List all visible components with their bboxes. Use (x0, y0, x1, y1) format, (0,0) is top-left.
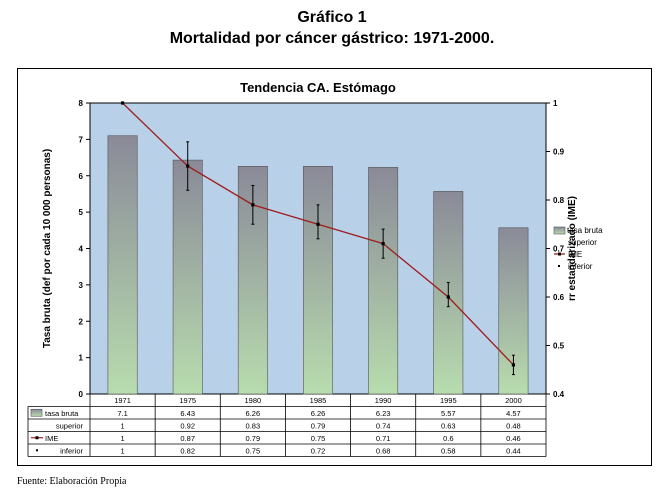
table-cell-tasa bruta-1985: 6.26 (311, 409, 326, 418)
ime-point-1990 (381, 242, 385, 246)
table-cell-IME-2000: 0.46 (506, 434, 521, 443)
y2-tick-label: 0.6 (553, 293, 565, 302)
table-cell-IME-1971: 1 (120, 434, 124, 443)
bar-1975 (172, 159, 203, 395)
table-cell-inferior-1975: 0.82 (180, 446, 195, 455)
ime-point-1985 (316, 222, 320, 226)
y-tick-label: 4 (79, 245, 84, 254)
legend-label-tasa bruta: tasa bruta (567, 226, 603, 235)
legend-label-superior: superior (568, 238, 597, 247)
x-tick-label-1995: 1995 (440, 396, 457, 405)
table-cell-superior-1975: 0.92 (180, 421, 195, 430)
y-tick-label: 6 (79, 172, 84, 181)
y2-tick-label: 0.8 (553, 196, 565, 205)
chart-svg: Tendencia CA. Estómago 0 1 2 3 4 5 6 7 8 0.4 0.5 0.6… (27, 80, 603, 457)
table-key-point (35, 436, 39, 440)
table-cell-superior-1971: 1 (120, 421, 124, 430)
figure-title: Mortalidad por cáncer gástrico: 1971-200… (169, 30, 495, 47)
x-tick-label-1985: 1985 (310, 396, 327, 405)
table-cell-tasa bruta-1971: 7.1 (117, 409, 127, 418)
table-cell-superior-1985: 0.79 (311, 421, 326, 430)
table-row-label-superior: superior (56, 421, 84, 430)
table-cell-tasa bruta-2000: 4.57 (506, 409, 521, 418)
bar-1985 (303, 165, 333, 395)
table-cell-IME-1975: 0.87 (180, 434, 195, 443)
table-key-bar (30, 408, 43, 417)
figure-number: Gráfico 1 (297, 9, 367, 26)
y-tick-label: 3 (79, 281, 84, 290)
chart-title: Tendencia CA. Estómago (240, 80, 396, 95)
x-tick-label-1971: 1971 (114, 396, 131, 405)
legend-label-IME: IME (568, 250, 582, 259)
table-cell-inferior-1990: 0.68 (376, 446, 391, 455)
table-cell-IME-1995: 0.6 (443, 434, 453, 443)
y2-tick-label: 0.9 (553, 148, 565, 157)
y2-tick-label: 0.4 (553, 390, 565, 399)
y2-tick-label: 0.5 (553, 342, 565, 351)
y2-tick-label: 1 (553, 99, 558, 108)
ime-point-1980 (251, 203, 255, 207)
table-cell-inferior-1985: 0.72 (311, 446, 326, 455)
ime-point-1995 (446, 295, 450, 299)
table-cell-inferior-2000: 0.44 (506, 446, 521, 455)
legend-swatch-point (558, 252, 561, 256)
table-cell-inferior-1995: 0.58 (441, 446, 456, 455)
y-tick-label: 0 (79, 390, 84, 399)
table-cell-IME-1980: 0.79 (246, 434, 261, 443)
x-tick-label-1975: 1975 (179, 396, 196, 405)
table-cell-tasa bruta-1990: 6.23 (376, 409, 391, 418)
source-note: Fuente: Elaboración Propia (17, 476, 127, 487)
bar-1990 (368, 167, 399, 395)
chart-frame: Tendencia CA. Estómago 0 1 2 3 4 5 6 7 8 0.4 0.5 0.6… (17, 68, 652, 466)
bar-1971 (107, 135, 138, 395)
ime-point-2000 (511, 363, 516, 367)
x-tick-label-1990: 1990 (375, 396, 392, 405)
y2-axis-title: rr estandarizado (IME) (567, 196, 578, 301)
legend-swatch-bar (553, 226, 566, 235)
table-cell-tasa bruta-1980: 6.26 (246, 409, 261, 418)
table-cell-tasa bruta-1995: 5.57 (441, 409, 456, 418)
table-cell-IME-1990: 0.71 (376, 434, 391, 443)
table-cell-IME-1985: 0.75 (311, 434, 326, 443)
x-tick-label-1980: 1980 (245, 396, 262, 405)
table-cell-superior-1995: 0.63 (441, 421, 456, 430)
legend-label-inferior: inferior (568, 262, 593, 271)
table-row-label-tasa bruta: tasa bruta (45, 409, 79, 418)
y-tick-label: 2 (79, 317, 84, 326)
table-cell-tasa bruta-1975: 6.43 (180, 409, 195, 418)
table-cell-inferior-1980: 0.75 (246, 446, 261, 455)
y-tick-label: 1 (79, 354, 84, 363)
y-axis-title: Tasa bruta (def por cada 10 000 personas… (42, 149, 53, 348)
table-cell-superior-1980: 0.83 (246, 421, 261, 430)
table-cell-inferior-1971: 1 (120, 446, 124, 455)
legend-swatch-lower (558, 265, 560, 267)
ime-point-1971 (120, 101, 125, 105)
table-row-label-inferior: inferior (60, 446, 83, 455)
y-tick-label: 7 (79, 135, 84, 144)
table-cell-superior-2000: 0.48 (506, 421, 521, 430)
ime-point-1975 (186, 164, 190, 168)
y2-tick-label: 0.7 (553, 245, 565, 254)
table-key-lower (36, 449, 38, 452)
y-tick-label: 5 (79, 208, 84, 217)
x-tick-label-2000: 2000 (505, 396, 522, 405)
table-cell-superior-1990: 0.74 (376, 421, 391, 430)
y-tick-label: 8 (79, 99, 84, 108)
table-row-label-IME: IME (45, 434, 58, 443)
